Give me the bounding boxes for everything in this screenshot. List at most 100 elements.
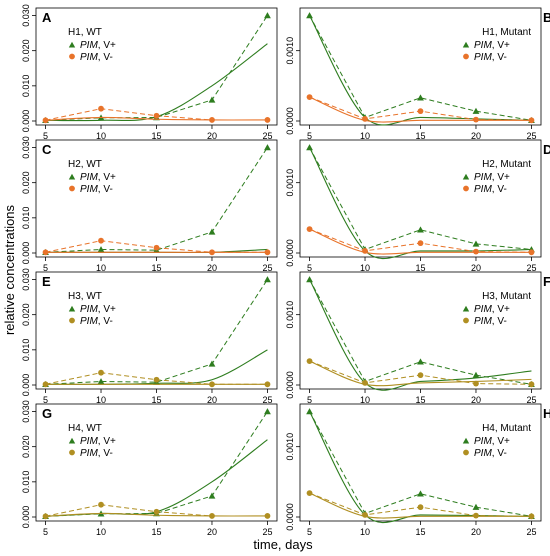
data-point-triangle — [306, 276, 313, 283]
panel-title: H3, Mutant — [482, 291, 531, 302]
data-point-circle — [417, 504, 424, 511]
series-line-fitted — [309, 492, 532, 519]
x-tick-label: 10 — [96, 131, 106, 141]
data-point-circle — [473, 248, 479, 255]
panel-letter: C — [42, 142, 52, 157]
data-point-circle — [528, 249, 535, 256]
y-tick-label: 0.020 — [21, 435, 31, 458]
y-tick-label: 0.0010 — [285, 301, 295, 329]
x-tick-label: 15 — [151, 263, 161, 273]
series-line-fitted — [309, 279, 532, 391]
y-tick-label: 0.020 — [21, 39, 31, 62]
x-tick-label: 5 — [307, 395, 312, 405]
series-line-fitted — [45, 439, 268, 517]
y-tick-label: 0.010 — [21, 207, 31, 230]
panel-title: H2, Mutant — [482, 159, 531, 170]
panel-b: 5 10 15 20 25 0.0000 0.0010 B H1, Mutant PIM, V+P… — [285, 7, 550, 141]
panel-letter: F — [543, 274, 550, 289]
y-tick-label: 0.000 — [21, 506, 31, 529]
legend-entry: PIM, V- — [80, 52, 113, 63]
legend-marker-circle — [463, 317, 469, 324]
panel-g: 5 10 15 20 25 0.000 0.010 0.020 0.030 G H4, WT PIM,… — [21, 400, 278, 537]
series-line-dashed — [45, 15, 268, 121]
y-tick-label: 0.010 — [21, 75, 31, 98]
panel-a: 5 10 15 20 25 0.000 0.010 0.020 0.030 A H1, WT PIM,… — [21, 4, 278, 141]
panel-title: H4, WT — [68, 423, 102, 434]
legend-entry: PIM, V+ — [474, 304, 510, 315]
data-point-circle — [264, 249, 271, 256]
legend-entry: PIM, V+ — [474, 436, 510, 447]
data-point-circle — [528, 381, 535, 388]
data-point-triangle — [472, 503, 480, 510]
y-tick-label: 0.020 — [21, 171, 31, 194]
data-point-triangle — [472, 240, 480, 247]
y-tick-label: 0.010 — [21, 471, 31, 494]
data-point-triangle — [417, 358, 424, 365]
series-line-dashed — [45, 279, 268, 385]
x-tick-label: 20 — [207, 263, 217, 273]
x-tick-label: 5 — [307, 527, 312, 537]
legend-marker-circle — [463, 449, 469, 456]
x-tick-label: 10 — [96, 395, 106, 405]
y-tick-label: 0.0010 — [285, 433, 295, 461]
y-tick-label: 0.000 — [21, 242, 31, 265]
panel-title: H3, WT — [68, 291, 102, 302]
y-tick-label: 0.0010 — [285, 37, 295, 65]
data-point-triangle — [97, 246, 105, 253]
data-point-circle — [42, 513, 49, 520]
x-tick-label: 5 — [43, 527, 48, 537]
legend-marker-circle — [463, 185, 469, 192]
series-line-dashed — [309, 147, 532, 251]
x-tick-label: 25 — [262, 131, 272, 141]
x-tick-label: 5 — [43, 263, 48, 273]
data-point-triangle — [306, 408, 313, 415]
legend-entry: PIM, V- — [474, 316, 507, 327]
data-point-circle — [153, 244, 160, 251]
y-tick-label: 0.0000 — [285, 371, 295, 399]
x-tick-label: 15 — [151, 395, 161, 405]
data-point-triangle — [208, 228, 216, 235]
legend-marker-circle — [69, 449, 75, 456]
data-point-circle — [42, 117, 49, 124]
legend-marker-triangle — [68, 41, 76, 48]
x-tick-label: 20 — [471, 263, 481, 273]
x-tick-label: 25 — [262, 527, 272, 537]
panel-frame — [35, 271, 278, 390]
x-tick-label: 5 — [307, 131, 312, 141]
data-point-triangle — [472, 107, 480, 114]
x-tick-label: 20 — [207, 395, 217, 405]
legend-entry: PIM, V+ — [80, 304, 116, 315]
data-point-circle — [473, 116, 479, 123]
data-point-circle — [473, 380, 479, 387]
panel-f: 5 10 15 20 25 0.0000 0.0010 F H3, Mutant PIM, V+P… — [285, 271, 550, 405]
x-tick-label: 5 — [43, 395, 48, 405]
data-point-triangle — [264, 276, 271, 283]
panel-letter: B — [543, 10, 550, 25]
x-tick-label: 25 — [526, 131, 536, 141]
y-tick-label: 0.030 — [21, 268, 31, 291]
legend-entry: PIM, V+ — [474, 40, 510, 51]
data-point-circle — [264, 381, 271, 388]
panel-letter: H — [543, 406, 550, 421]
y-tick-label: 0.0010 — [285, 169, 295, 197]
legend-entry: PIM, V+ — [80, 436, 116, 447]
data-point-circle — [417, 240, 424, 247]
legend-entry: PIM, V+ — [474, 172, 510, 183]
y-tick-label: 0.000 — [21, 110, 31, 133]
data-point-triangle — [208, 360, 216, 367]
legend-entry: PIM, V+ — [80, 40, 116, 51]
series-line-fitted — [309, 228, 532, 255]
panel-frame — [35, 139, 278, 258]
x-tick-label: 15 — [415, 131, 425, 141]
legend-marker-circle — [69, 53, 75, 60]
x-tick-label: 20 — [471, 527, 481, 537]
y-tick-label: 0.010 — [21, 339, 31, 362]
legend-marker-circle — [463, 53, 469, 60]
data-point-circle — [42, 381, 49, 388]
data-point-circle — [98, 501, 104, 508]
series-line-dashed — [45, 147, 268, 253]
panel-d: 5 10 15 20 25 0.0000 0.0010 D H2, Mutant PIM, V+P… — [285, 139, 550, 273]
series-line-dashed — [309, 15, 532, 121]
data-point-circle — [306, 358, 313, 364]
